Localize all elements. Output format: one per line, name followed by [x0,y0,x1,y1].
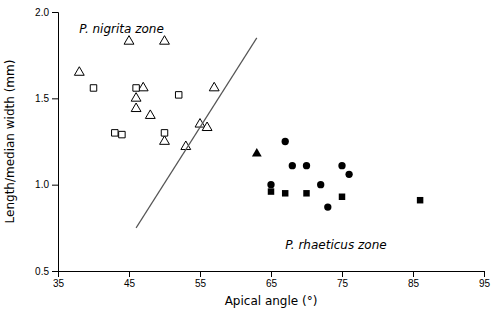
tick-label: 85 [408,278,420,289]
point [145,110,155,119]
y-axis: 0.5 1.0 1.5 2.0 [35,7,58,277]
tick-mark [52,98,58,99]
tick: 0.5 [35,266,58,277]
tick-mark [200,271,201,277]
tick: 95 [479,271,491,289]
x-axis: 35 45 55 65 75 85 95 [53,271,491,289]
point [209,82,219,91]
point [133,85,139,91]
point [160,136,170,145]
axis-line [59,272,485,278]
tick-label: 35 [53,278,65,289]
point [131,103,141,112]
plot: 35 45 55 65 75 85 95 0.5 1.0 1.5 2.0 P. nigrita zon… [35,7,490,289]
point [282,138,289,145]
tick-mark [52,12,58,13]
annotation: P. rhaeticus zone [285,238,386,252]
tick-label: 95 [479,278,491,289]
point [267,181,274,188]
point [303,162,310,169]
tick: 1.0 [35,179,58,190]
point [124,36,134,45]
point [339,194,345,200]
tick-label: 45 [124,278,136,289]
tick-mark [52,185,58,186]
axis-line [52,13,59,272]
tick-label: 0.5 [35,266,49,277]
tick: 2.0 [35,7,58,18]
tick: 35 [53,271,65,289]
annotation: P. nigrita zone [79,22,164,36]
tick: 75 [337,271,349,289]
tick-mark [484,271,485,277]
point [324,203,331,210]
tick-label: 65 [266,278,278,289]
point [202,122,212,131]
point [317,181,324,188]
tick-mark [52,271,58,272]
point [160,36,170,45]
point [338,162,345,169]
point [161,130,167,136]
point [282,190,288,196]
point [417,197,423,203]
chart: 35 45 55 65 75 85 95 0.5 1.0 1.5 2.0 P. nigrita zon… [0,0,500,313]
tick-label: 55 [195,278,207,289]
tick: 1.5 [35,93,58,104]
x-axis-title: Apical angle (°) [225,294,318,308]
point [131,93,141,102]
tick-label: 1.5 [35,93,49,104]
marks [74,36,423,228]
tick-mark [413,271,414,277]
point [289,162,296,169]
point [119,131,125,137]
tick: 65 [266,271,278,289]
tick: 55 [195,271,207,289]
tick: 45 [124,271,136,289]
tick-label: 2.0 [35,7,49,18]
point [175,92,181,98]
tick-mark [129,271,130,277]
point [252,148,262,157]
tick-label: 1.0 [35,179,49,190]
tick-mark [271,271,272,277]
point [303,190,309,196]
y-axis-title: Length/median width (mm) [3,60,17,224]
point [268,188,274,194]
point [112,130,118,136]
point [345,171,352,178]
point [90,85,96,91]
tick-mark [342,271,343,277]
separator-line [136,38,257,228]
tick-label: 75 [337,278,349,289]
tick: 85 [408,271,420,289]
point [74,67,84,76]
